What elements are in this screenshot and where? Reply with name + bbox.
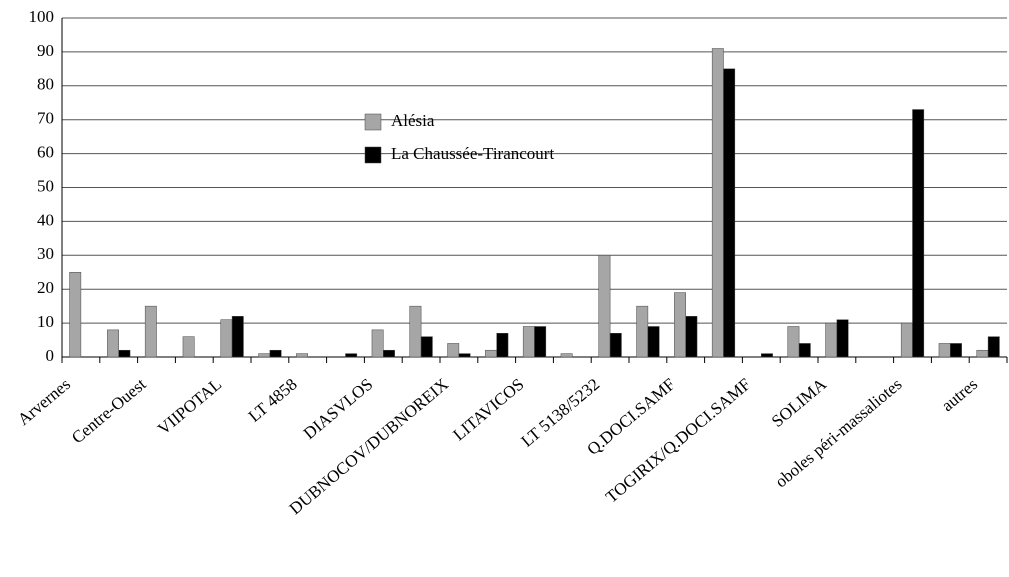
bar xyxy=(987,336,1000,358)
x-tick-label: autres xyxy=(938,375,981,416)
bar xyxy=(69,272,82,358)
bar xyxy=(598,255,611,358)
bar xyxy=(836,319,849,358)
bar xyxy=(296,353,308,358)
bar xyxy=(674,292,686,358)
bar xyxy=(485,349,497,358)
bar xyxy=(182,336,195,358)
bar xyxy=(447,343,460,358)
legend-label: La Chaussée-Tirancourt xyxy=(391,144,554,163)
bar xyxy=(787,326,800,358)
x-tick-label: SOLIMA xyxy=(768,374,831,431)
bar xyxy=(825,322,838,358)
bar xyxy=(900,322,913,358)
bar xyxy=(938,343,951,358)
bar xyxy=(258,353,271,358)
bar xyxy=(636,305,649,358)
x-tick-label: TOGIRIX/Q.DOCI.SAMF xyxy=(602,375,754,507)
bar xyxy=(647,326,660,358)
bar xyxy=(371,329,384,358)
legend-label: Alésia xyxy=(391,111,435,130)
x-tick-label: Arvernes xyxy=(14,375,74,430)
y-tick-label: 30 xyxy=(37,244,54,263)
bar xyxy=(144,305,157,358)
bar xyxy=(761,353,773,358)
legend-swatch xyxy=(364,146,382,164)
y-tick-label: 0 xyxy=(46,346,55,365)
bar xyxy=(609,333,622,358)
y-tick-label: 50 xyxy=(37,176,54,195)
y-tick-label: 40 xyxy=(37,210,54,229)
x-tick-label: LT 4858 xyxy=(245,375,301,426)
bar xyxy=(107,329,119,358)
bar xyxy=(912,109,925,358)
bar xyxy=(383,349,395,358)
x-tick-label: DUBNOCOV/DUBNOREIX xyxy=(286,375,452,519)
x-tick-label: Centre-Ouest xyxy=(68,374,150,447)
bar xyxy=(220,319,233,358)
legend-swatch xyxy=(364,113,382,131)
bar xyxy=(118,349,131,358)
bar xyxy=(560,353,573,358)
bar xyxy=(711,48,724,358)
x-tick-label: DIASVLOS xyxy=(300,375,377,444)
bar xyxy=(269,349,282,358)
y-tick-label: 80 xyxy=(37,75,54,94)
bar xyxy=(496,333,509,358)
y-tick-label: 60 xyxy=(37,143,54,162)
bar xyxy=(409,305,422,358)
bar xyxy=(522,326,535,358)
bar xyxy=(685,316,698,358)
bar xyxy=(723,68,736,358)
x-tick-label: oboles péri-massaliotes xyxy=(771,375,905,492)
bar xyxy=(458,353,471,358)
bar xyxy=(976,349,989,358)
bar xyxy=(950,343,962,358)
bar xyxy=(798,343,811,358)
y-tick-label: 20 xyxy=(37,278,54,297)
y-tick-label: 10 xyxy=(37,312,54,331)
x-tick-label: LITAVICOS xyxy=(449,375,527,445)
x-tick-label: VIIPOTAL xyxy=(154,375,225,439)
bar xyxy=(420,336,433,358)
y-tick-label: 90 xyxy=(37,41,54,60)
y-tick-label: 100 xyxy=(29,7,55,26)
bar xyxy=(345,353,358,358)
bar xyxy=(534,326,547,358)
bar xyxy=(231,316,244,358)
y-tick-label: 70 xyxy=(37,109,54,128)
